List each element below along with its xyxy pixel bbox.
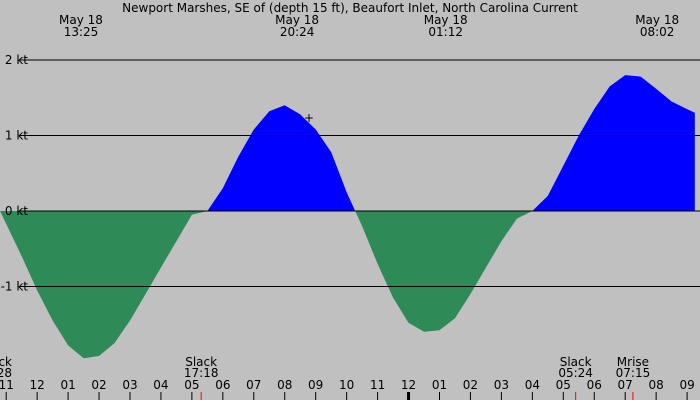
peak-time-3: 20:24 [280,25,315,39]
peak-time-2: 13:25 [64,25,99,39]
x-tick-label-18: 05 [556,378,571,392]
chart-title: Newport Marshes, SE of (depth 15 ft), Be… [122,1,578,15]
x-tick-label-7: 06 [215,378,230,392]
x-tick-label-5: 04 [153,378,168,392]
event-time-2: 07:15 [616,366,651,380]
x-tick-label-4: 03 [122,378,137,392]
y-tick-label-0: 2 kt [5,53,28,67]
x-tick-label-11: 10 [339,378,354,392]
event-time-1: 05:24 [558,366,593,380]
x-tick-label-22: 09 [679,378,694,392]
flood-area-1 [207,105,356,211]
x-tick-label-9: 08 [277,378,292,392]
x-tick-label-8: 07 [246,378,261,392]
x-tick-label-21: 08 [648,378,663,392]
x-tick-label-19: 06 [587,378,602,392]
x-tick-label-17: 04 [525,378,540,392]
y-axis-ticks: 2 kt 1 kt 0 kt -1 kt [1,53,30,294]
x-tick-label-10: 09 [308,378,323,392]
event-label-0: Slack [0,355,12,369]
event-time-4: 17:18 [184,366,219,380]
x-tick-label-12: 11 [370,378,385,392]
x-tick-label-6: 05 [184,378,199,392]
ebb-area-0 [0,211,208,359]
ebb-area-2 [355,211,533,332]
y-tick-label-1: 1 kt [5,129,28,143]
gridlines [30,59,700,287]
event-labels: Slack28Slack05:24Mrise07:15Slack10:42Sla… [0,355,651,400]
x-tick-label-14: 01 [432,378,447,392]
event-label-2: Mrise [617,355,649,369]
y-tick-label-3: -1 kt [1,280,29,294]
x-tick-label-2: 01 [60,378,75,392]
peak-time-1: 08:02 [640,25,675,39]
y-tick-label-2: 0 kt [5,204,28,218]
peak-date-2: May 18 [59,13,103,27]
x-tick-label-16: 03 [494,378,509,392]
x-axis-ticks: 11 12 01 02 03 04 05 06 07 08 09 10 11 12 01 02 03 04 05 06… [0,378,695,400]
peak-date-0: May 18 [424,13,468,27]
x-tick-label-13: 12 [401,378,416,392]
peak-date-3: May 18 [275,13,319,27]
event-label-1: Slack [560,355,592,369]
event-label-4: Slack [185,355,217,369]
cursor-marker: + [304,111,314,125]
x-tick-label-15: 02 [463,378,478,392]
peak-time-0: 01:12 [428,25,463,39]
x-tick-label-3: 02 [91,378,106,392]
flood-area-3 [532,75,695,211]
x-tick-label-20: 07 [618,378,633,392]
current-areas [0,75,695,359]
event-time-0: 28 [0,366,12,380]
x-tick-label-0: 11 [0,378,14,392]
peak-date-1: May 18 [635,13,679,27]
x-tick-label-1: 12 [29,378,44,392]
